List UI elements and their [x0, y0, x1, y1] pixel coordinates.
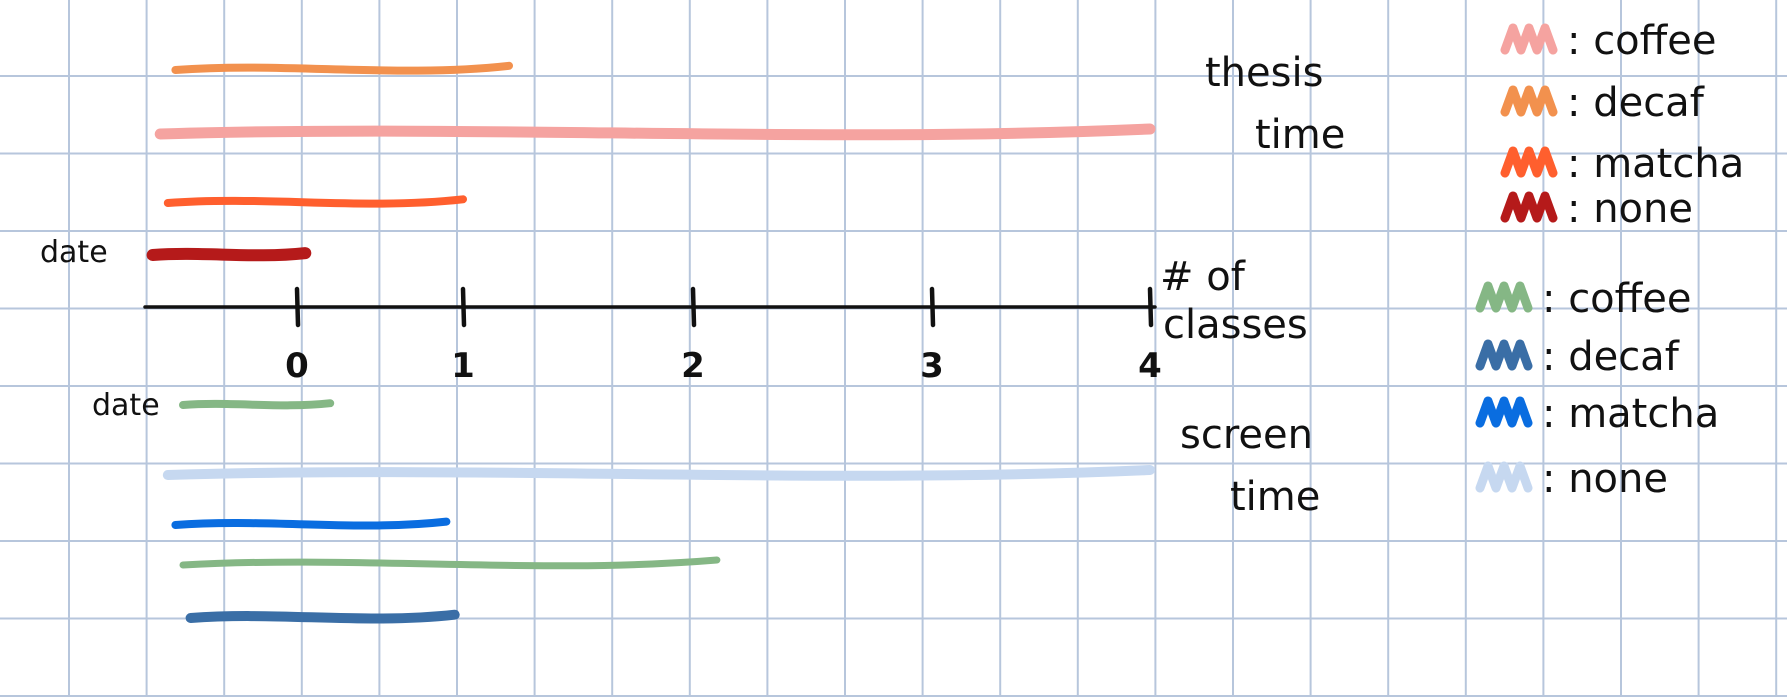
axis-tick: [1147, 286, 1154, 328]
legend-swatch-none: [1475, 461, 1533, 493]
legend-swatch-coffee: [1500, 23, 1558, 55]
screen-bar-matcha: [171, 517, 451, 530]
legend-label-none: : none: [1567, 186, 1693, 232]
legend: : coffee: decaf: matcha: none: coffee: d…: [1475, 18, 1744, 502]
legend-swatch-decaf: [1475, 339, 1533, 371]
x-axis: 0 1 2 3 4: [143, 286, 1162, 386]
legend-swatch-coffee: [1475, 281, 1533, 313]
axis-title-line2: classes: [1163, 302, 1308, 348]
screen-bar-coffee: [179, 399, 335, 410]
axis-tick: [690, 286, 697, 328]
legend-label-decaf: : decaf: [1542, 334, 1680, 380]
thesis-bar-coffee: [154, 123, 1156, 141]
legend-swatch-decaf: [1500, 85, 1558, 117]
legend-swatch-matcha: [1475, 396, 1533, 428]
axis-tick-label: 1: [451, 346, 475, 386]
screen-label-line1: screen: [1180, 412, 1313, 458]
annotation-texts: date date thesis time screen time # of c…: [40, 50, 1345, 520]
screen-bar-none: [162, 465, 1155, 481]
bars-group: [146, 61, 1156, 624]
legend-label-decaf: : decaf: [1567, 80, 1705, 126]
screen-bar-coffee: [179, 556, 721, 570]
legend-label-coffee: : coffee: [1567, 18, 1716, 64]
screen-bar-decaf: [185, 609, 460, 624]
axis-tick-label: 4: [1138, 346, 1162, 386]
legend-swatch-matcha: [1500, 146, 1558, 178]
thesis-label-line1: thesis: [1205, 50, 1323, 96]
axis-tick: [929, 286, 936, 328]
axis-tick-label: 0: [285, 346, 309, 386]
axis-tick-label: 3: [920, 346, 944, 386]
thesis-bar-decaf: [171, 61, 513, 75]
legend-swatch-none: [1500, 191, 1558, 223]
axis-tick: [294, 286, 301, 328]
axis-title-line1: # of: [1160, 254, 1246, 300]
axis-tick-label: 2: [681, 346, 705, 386]
thesis-label-line2: time: [1255, 112, 1345, 158]
upper-date-annotation: date: [40, 235, 108, 270]
legend-label-matcha: : matcha: [1567, 141, 1744, 187]
legend-label-none: : none: [1542, 456, 1668, 502]
lower-date-annotation: date: [92, 388, 160, 423]
legend-label-coffee: : coffee: [1542, 276, 1691, 322]
screen-label-line2: time: [1230, 474, 1320, 520]
thesis-bar-none: [146, 247, 312, 262]
axis-tick: [460, 286, 467, 328]
thesis-bar-matcha: [163, 195, 467, 208]
legend-label-matcha: : matcha: [1542, 391, 1719, 437]
